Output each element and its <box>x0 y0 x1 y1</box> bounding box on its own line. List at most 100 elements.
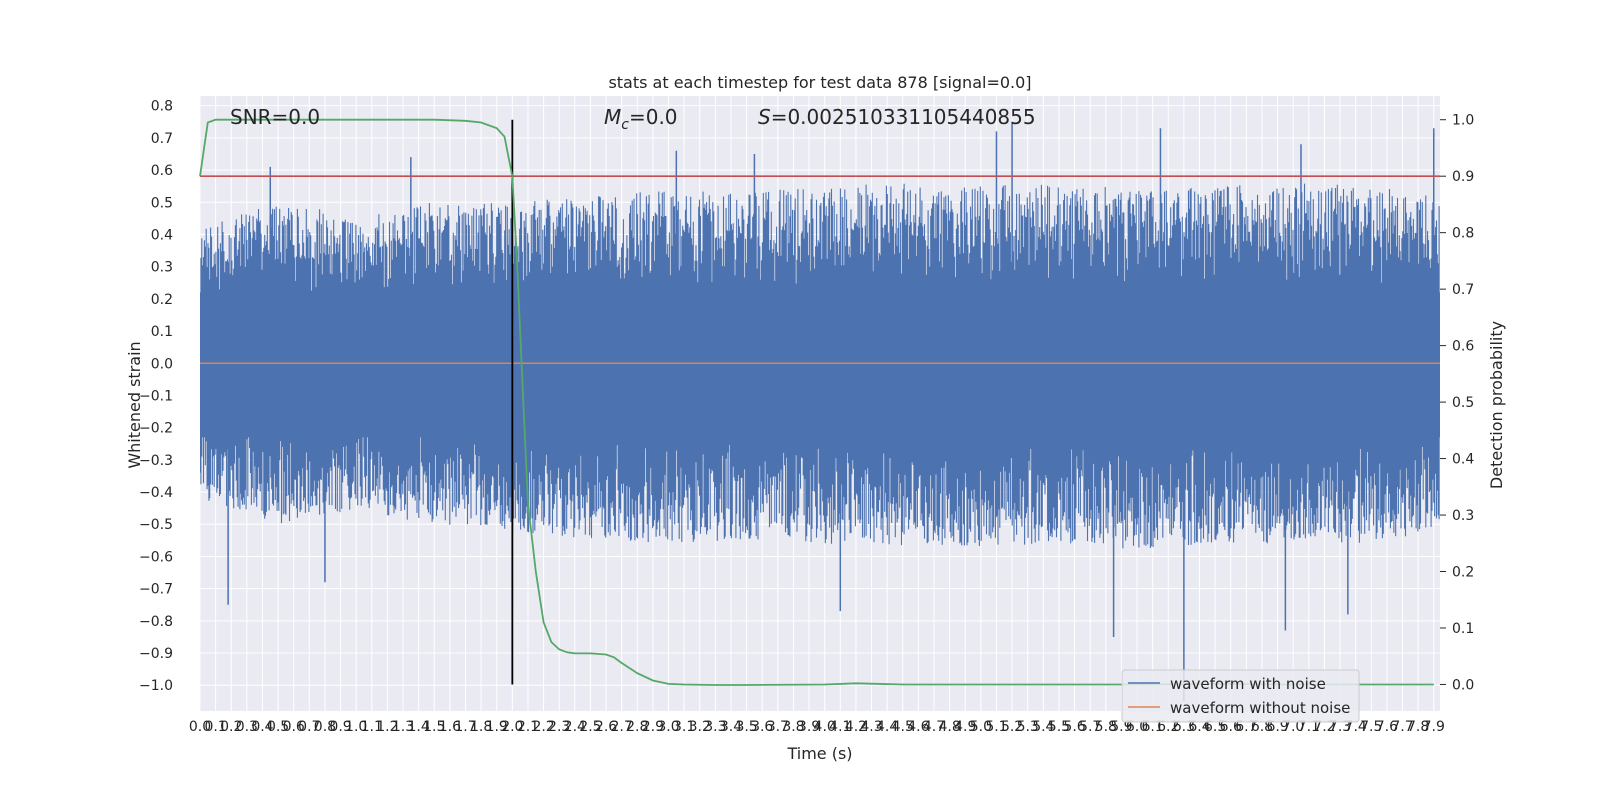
x-tick-label: 7.3 <box>1329 719 1351 735</box>
x-tick-label: 0.7 <box>298 719 320 735</box>
x-tick-label: 2.2 <box>532 719 554 735</box>
right-y-axis-label: Detection probability <box>1487 321 1506 489</box>
x-tick-label: 4.3 <box>860 719 882 735</box>
left-y-tick-label: 0.1 <box>151 324 173 340</box>
x-tick-label: 0.4 <box>251 719 273 735</box>
left-y-tick-label: −0.1 <box>139 388 173 404</box>
left-y-tick-label: 0.5 <box>151 195 173 211</box>
x-tick-label: 0.6 <box>283 719 305 735</box>
x-tick-label: 5.7 <box>1079 719 1101 735</box>
right-y-tick-label: 0.8 <box>1452 226 1474 242</box>
left-y-tick-label: 0.3 <box>151 260 173 276</box>
x-tick-label: 2.6 <box>595 719 617 735</box>
right-y-tick-label: 0.3 <box>1452 508 1474 524</box>
left-y-tick-label: −0.8 <box>139 614 173 630</box>
x-tick-label: 2.1 <box>517 719 539 735</box>
x-tick-label: 6.3 <box>1173 719 1195 735</box>
x-tick-label: 2.5 <box>579 719 601 735</box>
left-y-tick-label: 0.0 <box>151 356 173 372</box>
x-tick-label: 5.4 <box>1032 719 1054 735</box>
x-tick-label: 0.2 <box>220 719 242 735</box>
detection-probability-line <box>199 118 1434 686</box>
waveform-with-noise-series <box>200 121 1440 702</box>
detection-probability-series <box>199 118 1434 686</box>
right-y-tick-label: 0.0 <box>1452 677 1474 693</box>
snr-annotation: SNR=0.0 <box>230 105 320 129</box>
x-tick-label: 7.1 <box>1298 719 1320 735</box>
x-tick-label: 6.4 <box>1188 719 1210 735</box>
x-tick-label: 3.5 <box>735 719 757 735</box>
x-tick-label: 0.8 <box>314 719 336 735</box>
x-tick-label: 2.3 <box>548 719 570 735</box>
x-tick-label: 1.8 <box>470 719 492 735</box>
s-symbol: S <box>758 105 771 129</box>
x-tick-label: 5.9 <box>1110 719 1132 735</box>
x-tick-label: 3.6 <box>751 719 773 735</box>
right-y-tick-label: 0.7 <box>1452 282 1474 298</box>
x-tick-label: 4.4 <box>876 719 898 735</box>
left-y-tick-label: 0.7 <box>151 131 173 147</box>
x-tick-label: 4.7 <box>923 719 945 735</box>
x-tick-label: 3.0 <box>657 719 679 735</box>
x-tick-label: 5.6 <box>1063 719 1085 735</box>
legend-box <box>1121 669 1360 723</box>
x-tick-label: 7.5 <box>1360 719 1382 735</box>
legend-label-noise: waveform with noise <box>1170 675 1326 693</box>
x-tick-label: 3.2 <box>689 719 711 735</box>
x-tick-label: 4.1 <box>829 719 851 735</box>
x-tick-label: 1.4 <box>408 719 430 735</box>
mc-symbol: M <box>604 105 621 129</box>
left-y-axis-label: Whitened strain <box>125 341 144 468</box>
x-tick-label: 2.9 <box>642 719 664 735</box>
x-tick-label: 0.0 <box>189 719 211 735</box>
x-tick-label: 4.2 <box>845 719 867 735</box>
x-tick-label: 6.5 <box>1204 719 1226 735</box>
left-y-tick-label: −0.7 <box>139 582 173 598</box>
x-tick-label: 6.7 <box>1235 719 1257 735</box>
x-tick-label: 2.8 <box>626 719 648 735</box>
x-tick-label: 7.4 <box>1345 719 1367 735</box>
x-tick-label: 4.6 <box>907 719 929 735</box>
x-tick-label: 5.5 <box>1048 719 1070 735</box>
x-tick-label: 5.3 <box>1017 719 1039 735</box>
right-y-tick-label: 0.4 <box>1452 452 1474 468</box>
right-y-tick-label: 1.0 <box>1452 113 1474 129</box>
x-tick-label: 5.8 <box>1095 719 1117 735</box>
x-tick-label: 7.2 <box>1313 719 1335 735</box>
x-tick-label: 0.1 <box>204 719 226 735</box>
x-tick-label: 7.6 <box>1376 719 1398 735</box>
right-y-tick-label: 0.2 <box>1452 565 1474 581</box>
x-tick-label: 0.9 <box>329 719 351 735</box>
mc-value: =0.0 <box>629 105 678 129</box>
x-tick-label: 3.8 <box>782 719 804 735</box>
right-y-tick-label: 0.6 <box>1452 339 1474 355</box>
legend: waveform with noise waveform without noi… <box>1121 669 1360 723</box>
waveform-spikes <box>200 183 1440 549</box>
left-y-axis-ticks: −1.0 −0.9 −0.8 −0.7 −0.6 −0.5 −0.4 −0.3 −0.2 −0.1… <box>139 99 173 695</box>
left-y-tick-label: −0.9 <box>139 646 173 662</box>
x-tick-label: 1.3 <box>392 719 414 735</box>
legend-label-clean: waveform without noise <box>1170 699 1350 717</box>
x-tick-label: 6.9 <box>1266 719 1288 735</box>
x-tick-label: 1.1 <box>361 719 383 735</box>
x-axis-ticks: 0.00.10.20.30.40.50.60.70.80.91.01.11.21… <box>189 719 1445 735</box>
x-tick-label: 2.7 <box>611 719 633 735</box>
mc-annotation: Mc=0.0 <box>604 105 678 133</box>
x-tick-label: 6.1 <box>1142 719 1164 735</box>
left-y-tick-label: −0.5 <box>139 517 173 533</box>
x-tick-label: 4.5 <box>892 719 914 735</box>
left-y-tick-label: −1.0 <box>139 678 173 694</box>
x-tick-label: 1.0 <box>345 719 367 735</box>
chart-title: stats at each timestep for test data 878… <box>608 73 1031 92</box>
x-tick-label: 7.7 <box>1391 719 1413 735</box>
x-tick-label: 4.8 <box>938 719 960 735</box>
left-y-tick-label: −0.3 <box>139 453 173 469</box>
left-y-tick-label: 0.4 <box>151 227 173 243</box>
x-tick-label: 7.8 <box>1407 719 1429 735</box>
x-tick-label: 0.5 <box>267 719 289 735</box>
x-tick-label: 6.8 <box>1251 719 1273 735</box>
x-tick-label: 1.6 <box>439 719 461 735</box>
x-tick-label: 7.0 <box>1282 719 1304 735</box>
x-tick-label: 1.7 <box>454 719 476 735</box>
x-tick-label: 2.0 <box>501 719 523 735</box>
